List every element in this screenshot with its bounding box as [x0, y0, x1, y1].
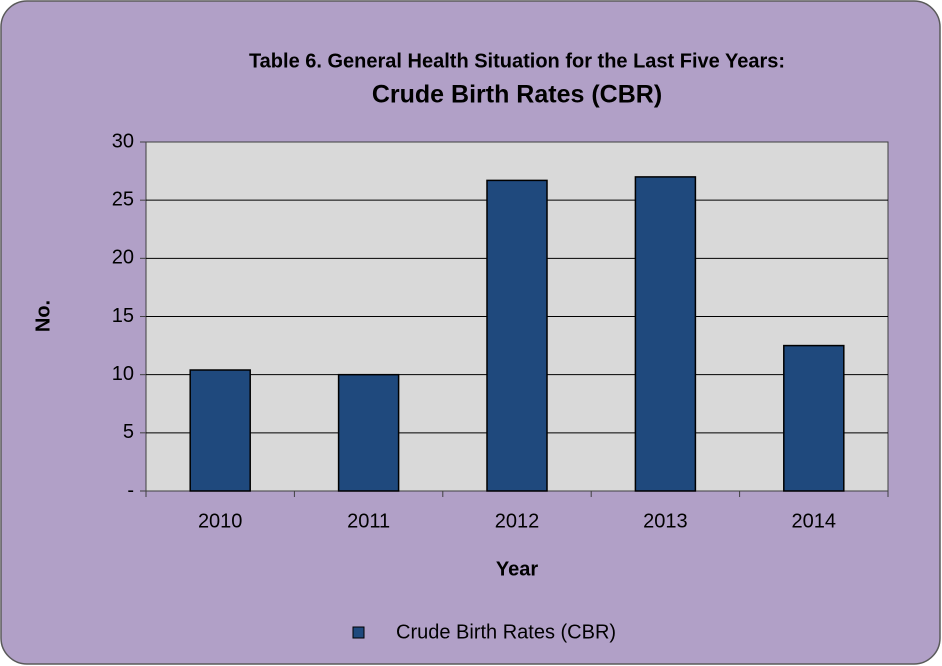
bar — [189, 369, 251, 492]
x-axis-label: Year — [496, 558, 538, 580]
y-tick-label: 30 — [112, 130, 134, 152]
x-tick-label: 2010 — [198, 510, 243, 532]
x-tick-label: 2014 — [792, 510, 837, 532]
bar — [634, 176, 697, 492]
x-tick-label: 2012 — [495, 510, 540, 532]
legend-label: Crude Birth Rates (CBR) — [396, 621, 616, 643]
y-tick-label: 10 — [112, 363, 134, 385]
y-tick-label: - — [127, 479, 134, 501]
x-tick-label: 2013 — [643, 510, 688, 532]
chart-subtitle: Crude Birth Rates (CBR) — [372, 81, 662, 109]
y-tick-label: 5 — [123, 421, 134, 443]
bar — [783, 344, 845, 492]
y-tick-label: 20 — [112, 247, 134, 269]
legend-swatch — [352, 626, 365, 639]
chart-title: Table 6. General Health Situation for th… — [249, 50, 785, 72]
y-axis-label: No. — [32, 300, 54, 332]
x-tick-label: 2011 — [347, 510, 390, 532]
y-tick-label: 15 — [112, 305, 134, 327]
bar — [486, 179, 548, 492]
bar — [337, 373, 400, 492]
y-tick-label: 25 — [112, 188, 134, 210]
